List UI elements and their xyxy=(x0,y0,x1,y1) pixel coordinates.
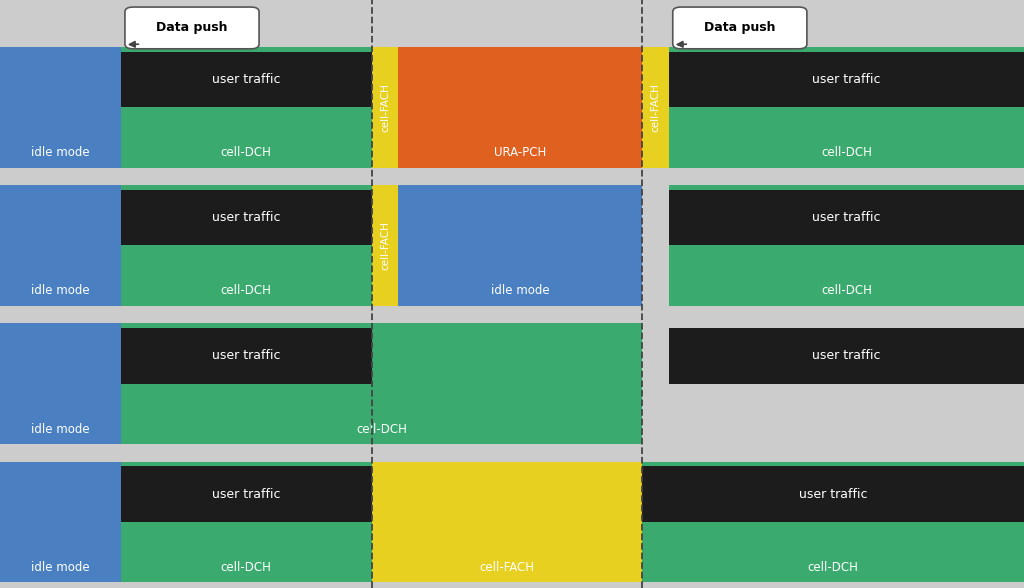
Bar xyxy=(121,185,372,306)
Text: idle mode: idle mode xyxy=(31,285,90,298)
Text: user traffic: user traffic xyxy=(212,211,281,224)
FancyBboxPatch shape xyxy=(125,7,259,49)
Text: user traffic: user traffic xyxy=(212,487,281,500)
Bar xyxy=(372,47,398,168)
Text: idle mode: idle mode xyxy=(31,423,90,436)
Bar xyxy=(669,190,1024,246)
Bar xyxy=(642,47,669,168)
Text: cell-FACH: cell-FACH xyxy=(650,83,660,132)
Text: idle mode: idle mode xyxy=(490,285,550,298)
Text: user traffic: user traffic xyxy=(799,487,867,500)
Text: cell-DCH: cell-DCH xyxy=(821,146,871,159)
Text: Data push: Data push xyxy=(157,21,227,35)
Text: idle mode: idle mode xyxy=(31,561,90,574)
Bar xyxy=(372,185,398,306)
FancyBboxPatch shape xyxy=(673,7,807,49)
Text: cell-DCH: cell-DCH xyxy=(356,423,407,436)
Bar xyxy=(398,47,642,168)
Text: cell-FACH: cell-FACH xyxy=(479,561,535,574)
Bar xyxy=(669,47,1024,168)
Bar xyxy=(121,462,372,582)
Text: idle mode: idle mode xyxy=(31,146,90,159)
Text: user traffic: user traffic xyxy=(812,73,881,86)
Text: user traffic: user traffic xyxy=(812,349,881,362)
Bar xyxy=(669,52,1024,107)
Bar xyxy=(121,47,372,168)
Bar xyxy=(0,462,121,582)
Text: cell-DCH: cell-DCH xyxy=(221,561,271,574)
Text: user traffic: user traffic xyxy=(812,211,881,224)
Text: user traffic: user traffic xyxy=(212,73,281,86)
Bar xyxy=(0,323,121,444)
Bar xyxy=(642,466,1024,522)
Text: Data push: Data push xyxy=(705,21,775,35)
Bar xyxy=(669,328,1024,383)
Text: cell-FACH: cell-FACH xyxy=(380,83,390,132)
Bar xyxy=(121,190,372,246)
Text: cell-DCH: cell-DCH xyxy=(808,561,858,574)
Text: cell-DCH: cell-DCH xyxy=(821,285,871,298)
Bar xyxy=(121,52,372,107)
Bar xyxy=(642,462,1024,582)
Bar xyxy=(121,328,372,383)
Bar xyxy=(398,185,642,306)
Bar xyxy=(0,47,121,168)
Bar xyxy=(121,323,642,444)
Text: cell-DCH: cell-DCH xyxy=(221,285,271,298)
Bar xyxy=(121,466,372,522)
Text: user traffic: user traffic xyxy=(212,349,281,362)
Text: cell-DCH: cell-DCH xyxy=(221,146,271,159)
Text: cell-FACH: cell-FACH xyxy=(380,221,390,270)
Text: URA-PCH: URA-PCH xyxy=(494,146,547,159)
Bar xyxy=(372,462,642,582)
Bar xyxy=(669,185,1024,306)
Bar xyxy=(0,185,121,306)
